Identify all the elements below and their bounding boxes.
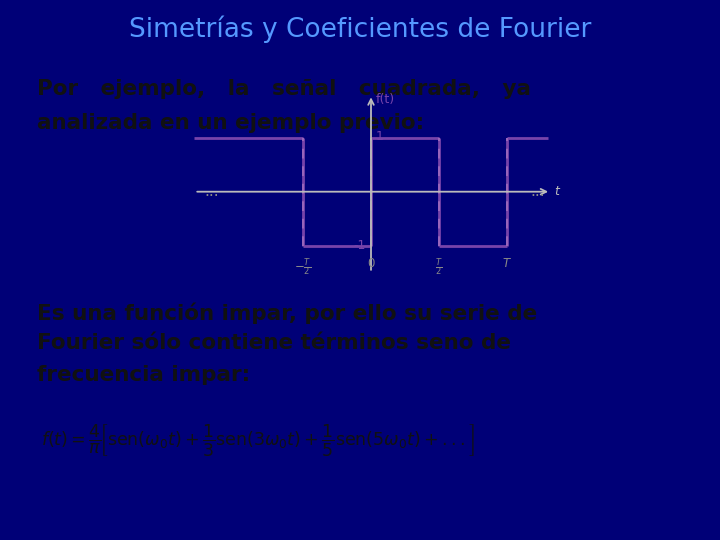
Text: ...: ...: [204, 184, 219, 199]
Text: $T$: $T$: [502, 256, 512, 269]
Text: Es una función impar, por ello su serie de: Es una función impar, por ello su serie …: [37, 302, 537, 323]
Text: $-\frac{T}{2}$: $-\frac{T}{2}$: [294, 256, 312, 278]
Text: Simetrías y Coeficientes de Fourier: Simetrías y Coeficientes de Fourier: [129, 16, 591, 43]
Text: 1: 1: [376, 130, 384, 143]
Text: frecuencia impar:: frecuencia impar:: [37, 365, 250, 385]
Text: Fourier sólo contiene términos seno de: Fourier sólo contiene términos seno de: [37, 333, 510, 354]
Text: t: t: [554, 185, 559, 198]
Text: $0$: $0$: [366, 256, 375, 269]
Text: $\frac{T}{2}$: $\frac{T}{2}$: [435, 256, 443, 278]
Text: $f(t)=\dfrac{4}{\pi}\!\left[\mathrm{sen}(\omega_{0}t)+\dfrac{1}{3}\mathrm{sen}(3: $f(t)=\dfrac{4}{\pi}\!\left[\mathrm{sen}…: [41, 422, 474, 457]
Text: analizada en un ejemplo previo:: analizada en un ejemplo previo:: [37, 113, 424, 133]
Text: Por   ejemplo,   la   señal   cuadrada,   ya: Por ejemplo, la señal cuadrada, ya: [37, 79, 531, 99]
Text: f(t): f(t): [376, 93, 395, 106]
Text: -1: -1: [354, 239, 366, 252]
Text: ...: ...: [530, 184, 545, 199]
